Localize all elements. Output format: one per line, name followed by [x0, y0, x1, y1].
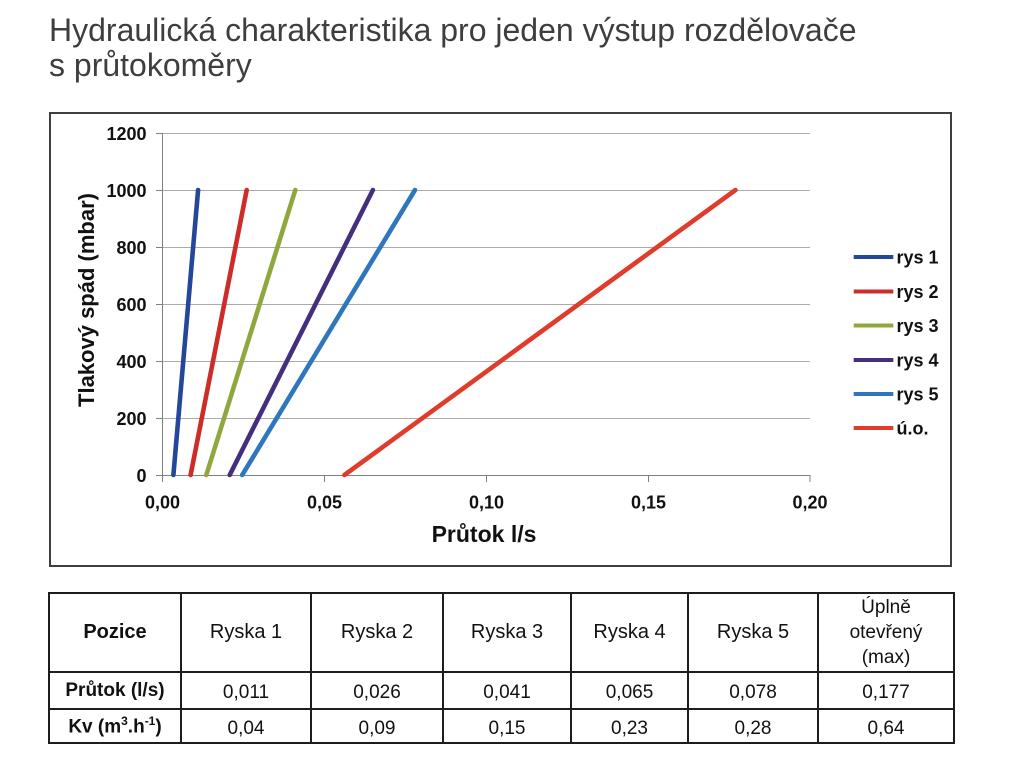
svg-text:200: 200: [116, 409, 146, 429]
svg-text:0,20: 0,20: [792, 493, 827, 513]
svg-text:rys 3: rys 3: [897, 316, 939, 336]
svg-text:0,05: 0,05: [307, 493, 342, 513]
svg-text:rys 4: rys 4: [897, 351, 939, 371]
svg-text:ú.o.: ú.o.: [897, 419, 929, 439]
svg-text:rys 5: rys 5: [897, 385, 939, 405]
svg-text:1200: 1200: [106, 124, 146, 144]
svg-text:0,00: 0,00: [145, 493, 180, 513]
svg-text:600: 600: [116, 295, 146, 315]
svg-text:Průtok l/s: Průtok l/s: [432, 521, 537, 547]
svg-text:0: 0: [136, 466, 146, 486]
svg-text:rys 2: rys 2: [897, 282, 939, 302]
svg-text:0,10: 0,10: [469, 493, 504, 513]
svg-text:1000: 1000: [106, 181, 146, 201]
svg-text:rys 1: rys 1: [897, 248, 939, 268]
svg-text:0,15: 0,15: [631, 493, 666, 513]
svg-text:800: 800: [116, 238, 146, 258]
svg-text:400: 400: [116, 352, 146, 372]
svg-text:Tlakový spád (mbar): Tlakový spád (mbar): [74, 193, 99, 407]
